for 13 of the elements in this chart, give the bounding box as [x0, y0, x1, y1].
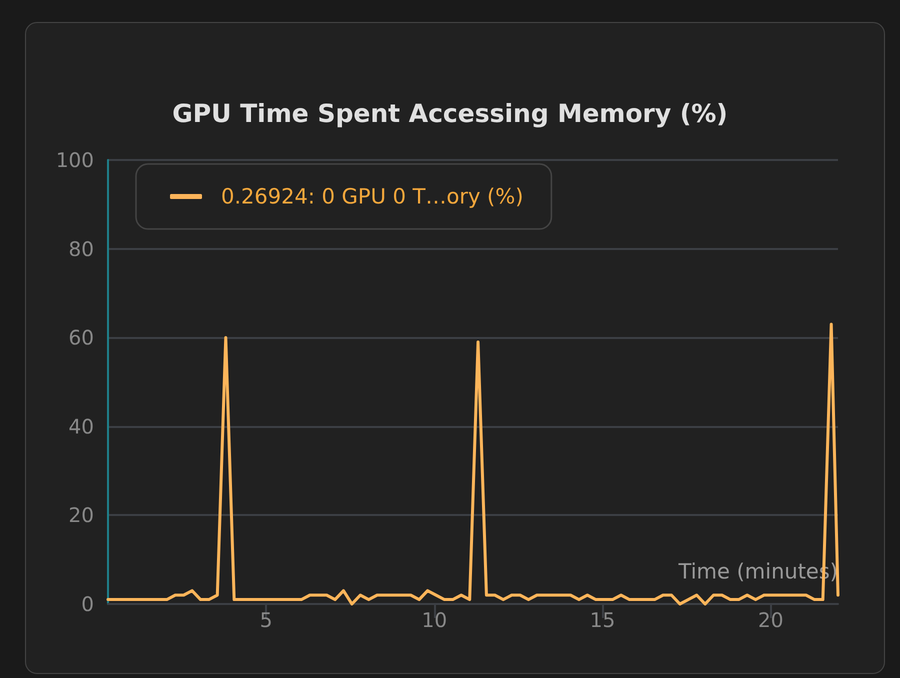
y-tick-label: 40 — [68, 414, 94, 438]
y-tick-label: 80 — [68, 236, 94, 261]
y-tick-label: 100 — [56, 148, 94, 172]
chart-title: GPU Time Spent Accessing Memory (%) — [172, 99, 728, 128]
x-tick-label: 20 — [758, 608, 784, 632]
y-tick-label: 0 — [81, 592, 94, 616]
y-tick-label: 20 — [68, 503, 94, 528]
x-tick-label: 5 — [260, 608, 272, 632]
x-tick-label: 10 — [422, 608, 448, 632]
legend-label: 0.26924: 0 GPU 0 T…ory (%) — [221, 184, 524, 208]
line-series — [106, 322, 840, 606]
y-tick-label: 60 — [68, 326, 94, 350]
x-tick-label: 15 — [590, 608, 616, 632]
